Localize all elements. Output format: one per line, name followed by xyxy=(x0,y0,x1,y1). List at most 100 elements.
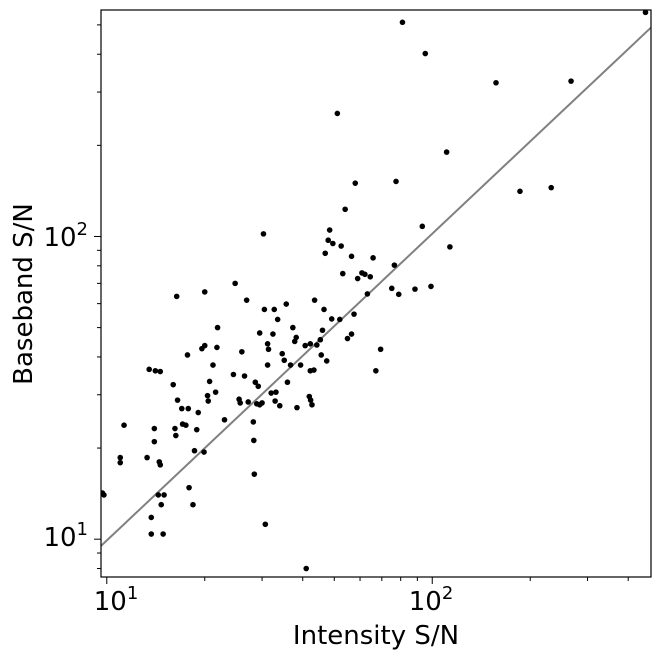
data-point-66 xyxy=(264,362,271,368)
data-point-56 xyxy=(251,471,258,477)
data-point-99 xyxy=(321,306,327,313)
data-point-123 xyxy=(377,346,384,353)
data-point-40 xyxy=(206,378,213,385)
data-point-59 xyxy=(255,383,262,390)
data-point-136 xyxy=(517,188,523,195)
data-point-84 xyxy=(294,404,300,411)
data-point-79 xyxy=(284,379,291,386)
data-point-76 xyxy=(279,350,286,357)
data-point-112 xyxy=(348,331,355,337)
data-point-132 xyxy=(428,283,434,290)
data-point-1 xyxy=(101,492,107,498)
data-point-130 xyxy=(419,223,426,230)
data-point-124 xyxy=(388,285,395,292)
x-axis-label: Intensity S/N xyxy=(293,621,459,651)
data-point-15 xyxy=(157,368,164,375)
data-point-36 xyxy=(201,289,208,295)
data-point-96 xyxy=(317,336,324,343)
data-point-49 xyxy=(237,400,243,406)
data-point-4 xyxy=(121,422,127,428)
data-point-128 xyxy=(399,19,406,26)
x-axis-tick-label-10: 101 xyxy=(94,583,139,617)
data-point-21 xyxy=(173,432,179,439)
y-axis-tick-label-100: 102 xyxy=(43,219,88,253)
axis-ticks xyxy=(94,24,629,584)
data-point-97 xyxy=(318,352,325,358)
data-point-62 xyxy=(259,400,265,406)
data-points-layer xyxy=(101,10,649,572)
data-point-105 xyxy=(330,240,336,247)
data-point-31 xyxy=(191,447,198,454)
data-point-41 xyxy=(210,362,216,368)
plot-frame xyxy=(100,9,652,578)
data-point-94 xyxy=(311,297,318,303)
data-point-113 xyxy=(348,253,355,260)
data-point-63 xyxy=(260,231,267,237)
data-point-104 xyxy=(328,316,335,322)
data-point-57 xyxy=(252,379,259,386)
data-point-125 xyxy=(391,262,398,268)
data-point-78 xyxy=(283,301,290,307)
data-point-42 xyxy=(212,389,219,395)
data-point-87 xyxy=(303,565,310,572)
data-point-3 xyxy=(117,459,124,466)
data-point-109 xyxy=(339,270,346,277)
data-point-71 xyxy=(271,306,278,313)
data-point-19 xyxy=(170,381,177,388)
data-point-52 xyxy=(243,297,250,303)
data-point-92 xyxy=(309,401,315,408)
data-point-37 xyxy=(201,342,208,349)
data-point-98 xyxy=(319,327,326,334)
data-point-95 xyxy=(314,342,320,348)
data-point-133 xyxy=(443,149,450,155)
data-point-11 xyxy=(152,367,159,374)
fit-line xyxy=(101,26,651,547)
data-point-30 xyxy=(190,501,196,508)
data-point-106 xyxy=(334,110,341,117)
data-point-68 xyxy=(265,346,272,353)
data-point-91 xyxy=(307,397,314,403)
data-point-54 xyxy=(250,419,257,425)
data-point-35 xyxy=(201,449,207,455)
data-point-135 xyxy=(493,79,499,86)
data-point-134 xyxy=(447,244,453,250)
data-point-18 xyxy=(161,492,167,498)
data-point-131 xyxy=(422,50,429,57)
data-point-74 xyxy=(274,316,281,323)
data-point-17 xyxy=(160,531,166,537)
data-point-108 xyxy=(338,243,344,249)
data-point-53 xyxy=(245,399,252,405)
data-point-100 xyxy=(322,250,329,257)
data-point-26 xyxy=(183,422,189,428)
data-point-14 xyxy=(157,462,164,468)
data-point-38 xyxy=(204,392,211,399)
data-point-51 xyxy=(241,373,248,379)
data-point-101 xyxy=(323,358,330,364)
data-point-103 xyxy=(326,227,333,233)
data-point-137 xyxy=(548,184,555,191)
data-point-9 xyxy=(151,425,158,432)
data-point-129 xyxy=(412,286,418,292)
data-point-118 xyxy=(362,271,368,278)
data-point-7 xyxy=(148,514,155,521)
data-point-32 xyxy=(193,426,200,433)
data-point-139 xyxy=(642,10,649,16)
data-point-20 xyxy=(172,425,178,432)
data-point-65 xyxy=(262,521,269,528)
data-point-45 xyxy=(221,416,228,423)
data-point-116 xyxy=(354,275,361,282)
data-point-85 xyxy=(297,362,304,368)
data-point-81 xyxy=(290,324,296,331)
data-point-16 xyxy=(158,501,165,508)
data-point-93 xyxy=(311,367,317,373)
data-point-70 xyxy=(270,331,276,337)
data-point-111 xyxy=(344,335,351,342)
data-point-119 xyxy=(364,291,371,297)
data-point-46 xyxy=(230,371,237,378)
data-point-5 xyxy=(144,454,150,461)
y-axis-label: Baseband S/N xyxy=(9,203,39,385)
data-point-33 xyxy=(195,409,202,416)
data-point-67 xyxy=(264,341,271,347)
data-point-6 xyxy=(146,366,152,373)
